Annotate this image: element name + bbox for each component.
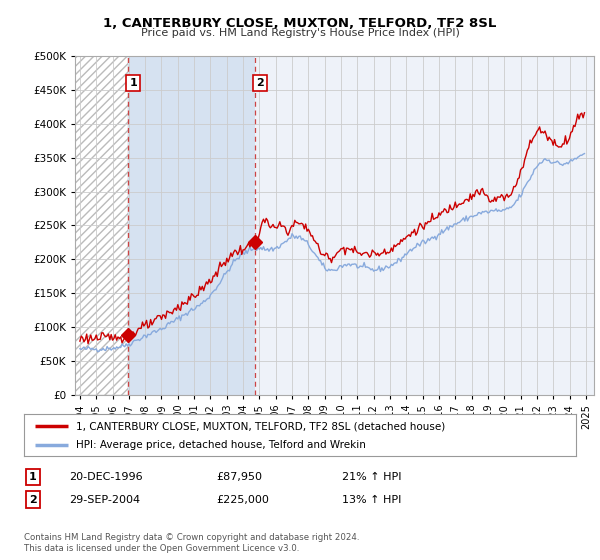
Text: 1, CANTERBURY CLOSE, MUXTON, TELFORD, TF2 8SL (detached house): 1, CANTERBURY CLOSE, MUXTON, TELFORD, TF… (76, 421, 446, 431)
Text: 13% ↑ HPI: 13% ↑ HPI (342, 494, 401, 505)
Text: HPI: Average price, detached house, Telford and Wrekin: HPI: Average price, detached house, Telf… (76, 441, 367, 450)
Text: 2: 2 (29, 494, 37, 505)
Text: 29-SEP-2004: 29-SEP-2004 (69, 494, 140, 505)
Text: £225,000: £225,000 (216, 494, 269, 505)
Bar (75, 56, 128, 395)
Text: £87,950: £87,950 (216, 472, 262, 482)
Text: 20-DEC-1996: 20-DEC-1996 (69, 472, 143, 482)
Text: 1: 1 (29, 472, 37, 482)
Text: 2: 2 (256, 78, 264, 88)
Bar (128, 56, 256, 395)
Text: Contains HM Land Registry data © Crown copyright and database right 2024.
This d: Contains HM Land Registry data © Crown c… (24, 533, 359, 553)
Text: Price paid vs. HM Land Registry's House Price Index (HPI): Price paid vs. HM Land Registry's House … (140, 28, 460, 38)
Text: 1: 1 (130, 78, 137, 88)
Bar (75, 56, 128, 395)
Text: 21% ↑ HPI: 21% ↑ HPI (342, 472, 401, 482)
Text: 1, CANTERBURY CLOSE, MUXTON, TELFORD, TF2 8SL: 1, CANTERBURY CLOSE, MUXTON, TELFORD, TF… (103, 17, 497, 30)
